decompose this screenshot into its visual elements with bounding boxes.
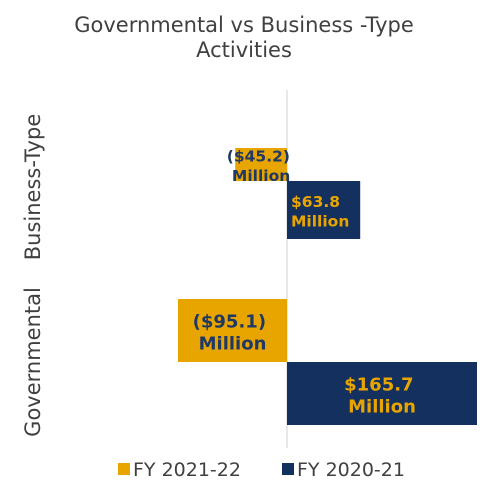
- category-label-business-type: Business-Type: [21, 114, 45, 261]
- data-label-fy2021-22-business-type: ($45.2) Million: [227, 148, 296, 186]
- data-label-fy2021-22-governmental: ($95.1) Million: [193, 312, 273, 355]
- chart-title-line-2: Activities: [196, 38, 292, 62]
- legend-swatch-fy2020-21: [282, 463, 294, 475]
- data-label-fy2020-21-governmental: $165.7 Million: [344, 375, 420, 418]
- chart-title: Governmental vs Business -Type Activitie…: [74, 13, 414, 62]
- bar-fy2021-22-business-type: [235, 148, 287, 181]
- legend-label-fy2020-21: FY 2020-21: [297, 459, 405, 481]
- bar-fy2020-21-business-type: [287, 181, 361, 239]
- legend-swatch-fy2021-22: [118, 463, 130, 475]
- bar-fy2020-21-governmental: [287, 362, 477, 425]
- legend: FY 2021-22 FY 2020-21: [118, 459, 405, 481]
- chart-title-line-1: Governmental vs Business -Type: [74, 13, 414, 37]
- bar-fy2021-22-governmental: [178, 299, 287, 362]
- legend-label-fy2021-22: FY 2021-22: [133, 459, 241, 481]
- data-label-fy2020-21-business-type: $63.8 Million: [291, 193, 349, 231]
- category-label-governmental: Governmental: [21, 287, 45, 437]
